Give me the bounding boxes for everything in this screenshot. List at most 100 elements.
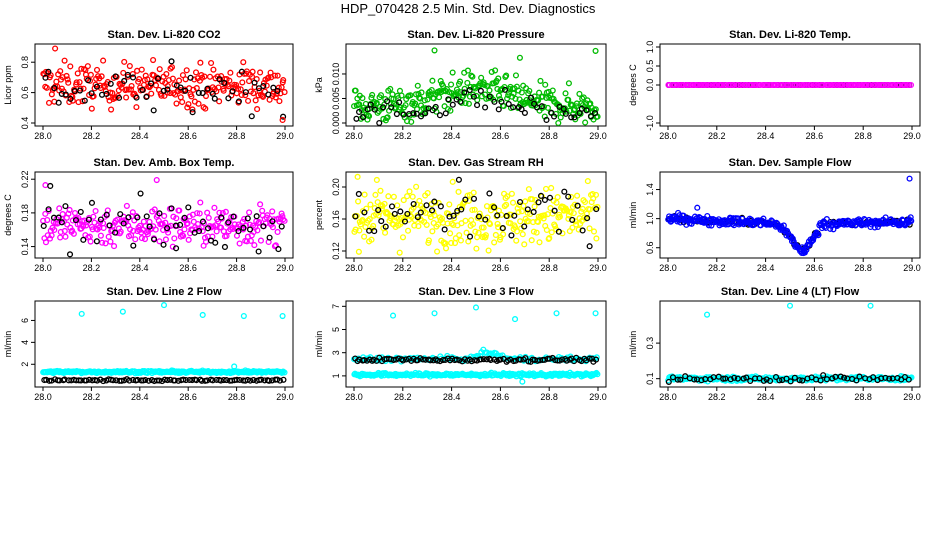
- data-point: [83, 222, 90, 229]
- data-point: [674, 376, 681, 383]
- data-point: [378, 205, 385, 212]
- data-point: [126, 377, 133, 384]
- panel-6: Stan. Dev. Sample Flow ml/min 28.0 28.2 28.4…: [628, 157, 921, 273]
- data-point: [197, 59, 204, 66]
- data-point: [499, 225, 506, 232]
- data-point: [137, 190, 144, 197]
- data-point: [437, 203, 444, 210]
- data-point: [43, 376, 50, 383]
- panel-title: Stan. Dev. Sample Flow: [729, 157, 852, 169]
- data-point: [195, 225, 202, 232]
- data-point: [81, 97, 88, 104]
- data-point: [185, 101, 192, 108]
- data-point: [387, 101, 394, 108]
- data-point: [456, 357, 463, 364]
- data-point: [196, 210, 203, 217]
- data-point: [429, 77, 436, 84]
- data-point: [375, 212, 382, 219]
- data-point: [272, 94, 279, 101]
- data-point: [251, 242, 258, 249]
- data-point: [395, 215, 402, 222]
- data-point: [43, 84, 50, 91]
- data-point: [791, 374, 798, 381]
- data-point: [378, 218, 385, 225]
- data-point: [575, 226, 582, 233]
- data-point: [404, 210, 411, 217]
- data-point: [71, 87, 78, 95]
- data-point: [533, 229, 540, 236]
- data-point: [417, 113, 425, 120]
- data-point: [85, 216, 92, 223]
- data-point: [550, 113, 558, 120]
- data-point: [371, 228, 378, 235]
- data-point: [150, 236, 158, 243]
- data-point: [176, 207, 183, 214]
- data-point: [376, 119, 383, 127]
- data-point: [66, 98, 73, 106]
- data-point: [586, 355, 593, 362]
- data-point: [253, 213, 260, 220]
- data-point: [138, 66, 145, 73]
- y-tick-label: 1: [331, 373, 341, 378]
- data-point: [185, 204, 192, 211]
- data-point: [548, 229, 555, 236]
- data-point: [508, 190, 515, 197]
- data-point: [528, 94, 535, 101]
- data-point: [542, 81, 549, 88]
- data-point: [587, 113, 594, 120]
- data-point: [552, 223, 559, 230]
- data-points: [351, 304, 601, 385]
- y-axis-label: degrees C: [3, 194, 13, 236]
- data-point: [555, 228, 562, 235]
- data-point: [485, 247, 492, 254]
- data-point: [504, 95, 511, 102]
- data-point: [538, 103, 545, 110]
- data-point: [62, 203, 69, 210]
- data-point: [248, 113, 255, 120]
- data-point: [772, 373, 780, 381]
- x-tick-label: 28.6: [806, 263, 824, 273]
- data-point: [125, 86, 132, 93]
- x-tick-label: 28.2: [708, 392, 726, 402]
- data-point: [123, 94, 130, 101]
- y-axis-label: ml/min: [3, 331, 13, 358]
- data-point: [264, 75, 271, 82]
- data-point: [90, 213, 97, 220]
- data-point: [796, 377, 803, 384]
- data-point: [445, 96, 452, 103]
- data-point: [421, 97, 428, 104]
- data-point: [562, 90, 569, 97]
- data-point: [139, 86, 146, 93]
- data-point: [513, 228, 521, 235]
- data-point: [554, 194, 561, 201]
- data-point: [472, 228, 479, 235]
- data-point: [442, 245, 450, 252]
- data-point: [817, 377, 824, 384]
- data-point: [105, 233, 112, 240]
- data-point: [486, 93, 493, 100]
- data-point: [223, 232, 230, 240]
- data-point: [409, 193, 416, 200]
- data-point: [907, 81, 915, 89]
- data-point: [562, 110, 569, 117]
- data-point: [413, 110, 420, 117]
- data-point: [391, 210, 398, 217]
- data-point: [456, 78, 464, 85]
- data-point: [185, 236, 192, 243]
- data-point: [212, 239, 219, 246]
- data-point: [571, 201, 578, 208]
- data-point: [397, 208, 404, 215]
- outlier-point: [801, 248, 808, 255]
- data-point: [406, 188, 413, 195]
- data-point: [108, 106, 115, 113]
- outlier-point: [199, 311, 206, 319]
- data-point: [494, 220, 501, 227]
- panel-title: Stan. Dev. Amb. Box Temp.: [94, 157, 235, 169]
- data-point: [164, 82, 171, 90]
- data-point: [837, 373, 844, 380]
- data-point: [464, 67, 471, 74]
- data-point: [234, 85, 242, 92]
- x-tick-label: 28.2: [83, 392, 101, 402]
- data-point: [508, 232, 515, 239]
